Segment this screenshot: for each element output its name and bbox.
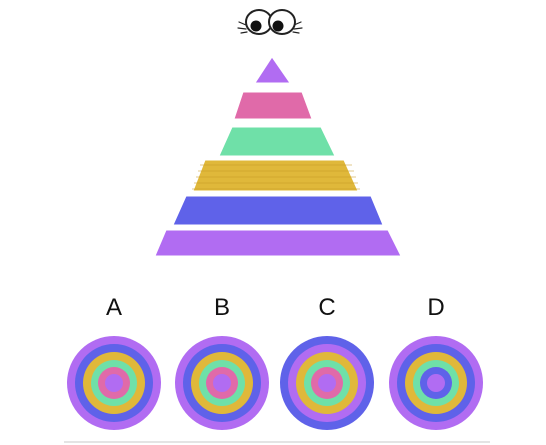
option-d-ring-6 — [427, 374, 445, 392]
option-labels: A B C D — [106, 294, 445, 321]
option-c-target[interactable] — [280, 336, 374, 430]
pyramid-layer-6-purple — [154, 229, 402, 257]
option-d-target[interactable] — [389, 336, 483, 430]
pyramid-layer-1-purple — [254, 56, 291, 84]
pyramid — [154, 56, 402, 257]
eyes-icon — [237, 9, 303, 35]
option-b-ring-6 — [213, 374, 231, 392]
pyramid-layer-5-blue — [172, 195, 384, 226]
option-label-c: C — [318, 294, 335, 321]
pyramid-layer-2-pink — [233, 91, 313, 120]
pyramid-layer-3-green — [218, 126, 336, 157]
option-label-b: B — [214, 294, 230, 321]
option-c-ring-6 — [318, 374, 336, 392]
option-a-ring-6 — [105, 374, 123, 392]
option-label-d: D — [427, 294, 444, 321]
option-b-target[interactable] — [175, 336, 269, 430]
option-label-a: A — [106, 294, 122, 321]
option-a-target[interactable] — [67, 336, 161, 430]
